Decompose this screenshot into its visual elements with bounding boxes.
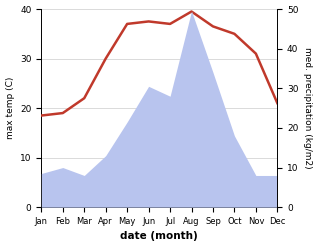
Y-axis label: med. precipitation (kg/m2): med. precipitation (kg/m2) — [303, 47, 313, 169]
Y-axis label: max temp (C): max temp (C) — [5, 77, 15, 139]
X-axis label: date (month): date (month) — [121, 231, 198, 242]
